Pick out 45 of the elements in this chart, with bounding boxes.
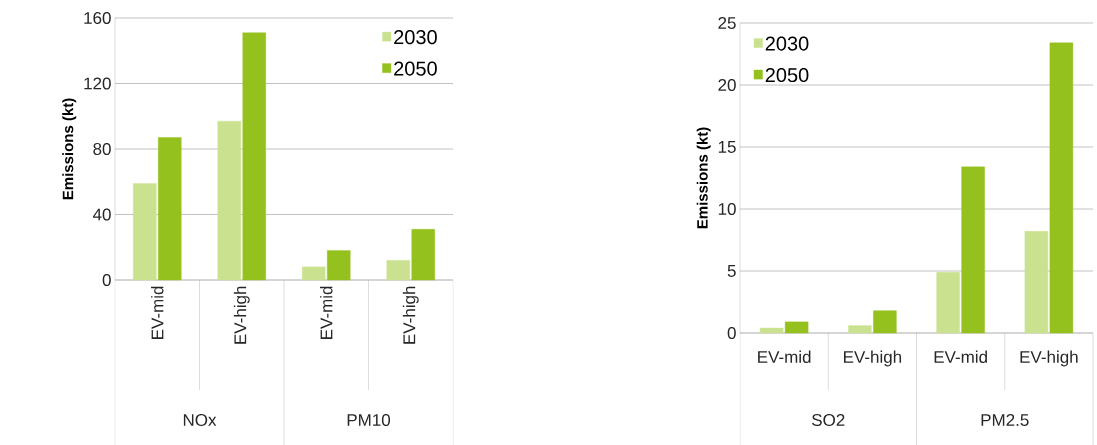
x-tick-label: EV-high (233, 286, 250, 344)
bar (133, 183, 157, 281)
bar (759, 327, 784, 334)
y-tick-label: 20 (718, 78, 736, 92)
legend-label: 2050 (765, 67, 809, 83)
bar (327, 250, 351, 281)
bar (961, 166, 985, 334)
bar (784, 321, 809, 334)
y-tick-label: 40 (92, 208, 111, 221)
x-tick-label: EV-mid (151, 286, 164, 339)
y-tick-label: 160 (84, 11, 111, 25)
bar (242, 32, 266, 281)
y-tick-label: 5 (727, 265, 736, 277)
bar (302, 266, 326, 281)
legend-label: 2030 (765, 36, 809, 51)
legend-label: 2030 (394, 30, 437, 45)
text: PM2.5 (981, 413, 1029, 427)
bar (936, 272, 960, 334)
y-tick-label: 25 (718, 16, 736, 30)
text: PM10 (347, 413, 391, 427)
y-axis-title: Emissions (kt) (62, 98, 77, 200)
bar (217, 120, 241, 281)
text: SO2 (812, 413, 845, 427)
bar (158, 137, 182, 281)
y-tick-label: 120 (84, 77, 111, 90)
y-tick-label: 80 (93, 142, 111, 156)
bar (1024, 231, 1049, 334)
y-tick-label: 15 (718, 141, 736, 153)
bar (411, 229, 435, 281)
x-tick-label: EV-high (402, 286, 419, 344)
x-tick-label: EV-mid (934, 350, 987, 364)
bar (873, 310, 897, 334)
y-axis-title: Emissions (kt) (696, 127, 711, 229)
text: NOx (183, 413, 217, 427)
legend-label: 2050 (394, 61, 437, 76)
x-tick-label: EV-mid (320, 286, 333, 339)
x-tick-label: EV-high (844, 350, 902, 367)
x-tick-label: EV-high (1020, 350, 1078, 367)
bar (1049, 42, 1074, 334)
bar (848, 325, 872, 334)
y-tick-label: 10 (718, 202, 736, 216)
y-tick-label: 0 (102, 273, 111, 287)
x-tick-label: EV-mid (758, 350, 811, 364)
bar (386, 260, 410, 281)
y-tick-label: 0 (727, 326, 736, 340)
